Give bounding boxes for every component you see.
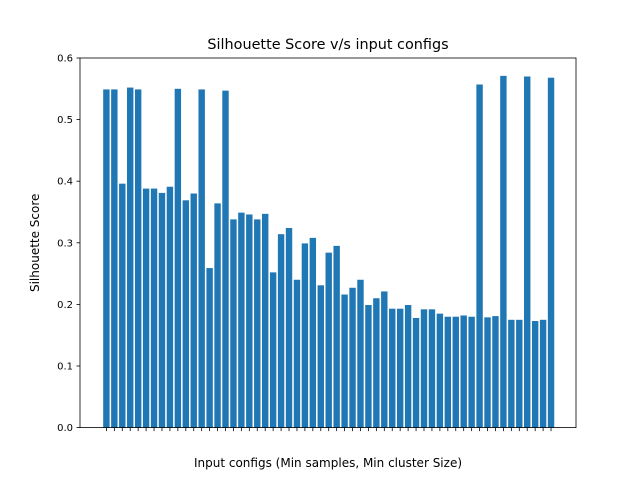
bar [460,315,467,428]
y-tick-label: 0.6 [57,54,73,65]
bar [103,89,110,428]
bar [349,287,356,428]
y-tick-label: 0.5 [57,115,73,126]
bar [166,186,174,428]
bar [381,291,388,428]
y-axis-label: Silhouette Score [28,194,42,292]
bar [531,321,539,428]
bar [206,268,213,428]
bar [412,317,420,428]
bar [476,84,483,428]
bar [190,193,197,428]
bar [246,214,253,428]
bar [111,89,118,428]
bar [452,316,459,428]
bar [539,319,547,428]
bar [309,237,317,428]
bar [317,285,324,428]
x-axis-ticks [106,427,552,432]
bar [333,245,340,428]
bar [389,308,396,428]
y-tick-label: 0.3 [57,238,73,249]
bar [293,279,301,428]
bars-group [103,75,555,428]
bar [254,219,261,428]
plot-frame [79,57,577,429]
bar [396,308,404,428]
y-tick-label: 0.1 [57,362,73,373]
bar [341,294,348,428]
bar [516,319,523,428]
bar [119,183,126,428]
bar [428,309,436,428]
bar [492,316,499,428]
bar [158,192,166,428]
bar [365,305,372,428]
bar [174,88,182,428]
bar [238,212,245,428]
bar [142,188,150,428]
bar [444,316,452,428]
bar [420,309,428,428]
bar [134,89,142,428]
bar [262,213,269,428]
bar [404,305,412,428]
bar [373,298,380,428]
chart-title: Silhouette Score v/s input configs [207,37,448,53]
y-axis-ticks: 0.0 0.1 0.2 0.3 0.4 0.5 0.6 [57,54,80,434]
bar [230,219,237,428]
bar [436,313,444,428]
bar [484,317,491,428]
bar [222,90,229,428]
bar [468,316,475,428]
bar [269,272,277,428]
bar [357,279,364,428]
bar [325,252,332,428]
y-tick-label: 0.0 [57,423,73,434]
bar [277,234,285,428]
bar [508,319,515,428]
bar [182,200,189,428]
bar [524,76,531,428]
y-tick-label: 0.4 [57,177,73,188]
bar [214,203,221,428]
x-axis-label: Input configs (Min samples, Min cluster … [194,456,462,470]
bar [500,75,507,428]
bar [150,188,158,428]
y-tick-label: 0.2 [57,300,73,311]
bar [301,243,309,428]
bar [198,89,205,428]
bar [285,228,293,428]
bar [547,77,555,428]
bar [127,87,134,428]
